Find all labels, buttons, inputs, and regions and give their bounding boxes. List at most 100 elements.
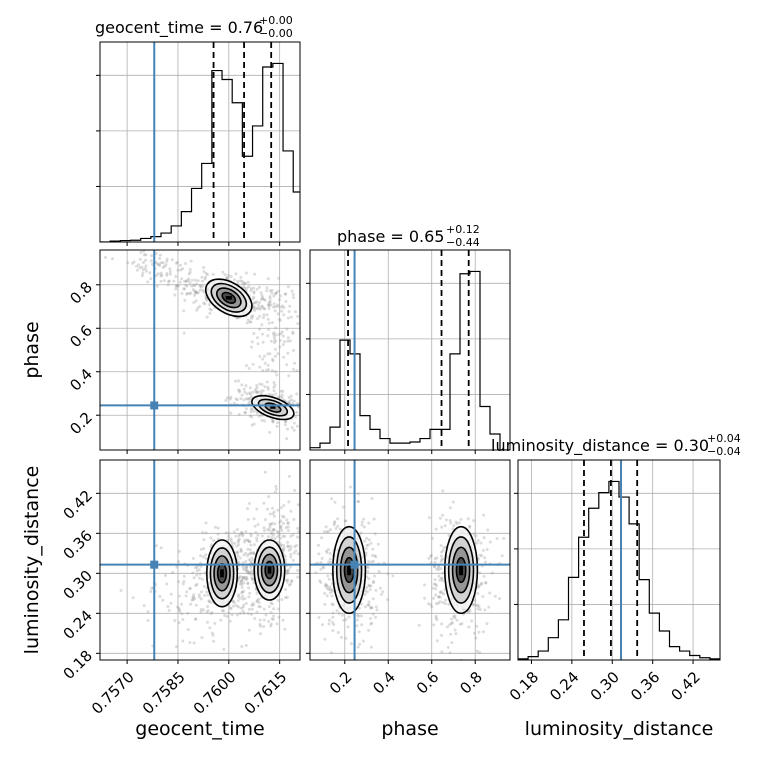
time-phase-sample-point — [270, 288, 274, 292]
phase-distance-xtick-label-2: 0.6 — [413, 668, 443, 698]
time-phase-sample-point — [268, 289, 272, 293]
time-phase-sample-point — [280, 393, 284, 397]
time-distance-sample-point — [192, 595, 196, 599]
time-distance-sample-point — [272, 607, 276, 611]
time-phase-sample-point — [181, 267, 185, 271]
time-distance-sample-point — [216, 526, 220, 530]
time-distance-sample-point — [243, 538, 247, 542]
time-phase-sample-point — [252, 295, 256, 299]
phase-distance-sample-point — [331, 589, 335, 593]
time-distance-sample-point — [262, 625, 266, 629]
time-distance-sample-point — [255, 610, 259, 614]
time-phase-sample-point — [270, 369, 274, 373]
time-distance-sample-point — [257, 605, 261, 609]
time-phase-sample-point — [249, 407, 253, 411]
time-distance-sample-point — [247, 501, 251, 505]
time-phase-sample-point — [281, 304, 285, 308]
time-distance-sample-point — [287, 583, 291, 587]
time-phase-sample-point — [252, 305, 256, 309]
time-distance-sample-point — [289, 552, 293, 556]
phase-distance-sample-point — [328, 528, 332, 532]
time-phase-sample-point — [182, 331, 186, 335]
phase-distance-sample-point — [359, 614, 363, 618]
time-phase-sample-point — [187, 272, 191, 276]
time-distance-sample-point — [242, 568, 246, 572]
phase-distance-sample-point — [468, 524, 472, 528]
time-phase-sample-point — [251, 314, 255, 318]
phase-distance-sample-point — [434, 527, 438, 531]
time-phase-sample-point — [186, 277, 190, 281]
time-distance-sample-point — [286, 525, 290, 529]
time-distance-sample-point — [177, 594, 181, 598]
time-distance-sample-point — [246, 538, 250, 542]
time-distance-sample-point — [154, 544, 158, 548]
phase-distance-sample-point — [373, 532, 377, 536]
time-distance-sample-point — [259, 632, 263, 636]
time-phase-sample-point — [236, 279, 240, 283]
time-phase-sample-point — [259, 391, 263, 395]
time-distance-sample-point — [191, 571, 195, 575]
time-phase-sample-point — [274, 392, 278, 396]
phase-distance-sample-point — [488, 540, 492, 544]
time-distance-sample-point — [181, 639, 185, 643]
time-phase-sample-point — [251, 390, 255, 394]
time-distance-sample-point — [233, 601, 237, 605]
phase-distance-sample-point — [444, 518, 448, 522]
time-distance-sample-point — [203, 594, 207, 598]
phase-distance-sample-point — [430, 536, 434, 540]
phase-distance-sample-point — [362, 525, 366, 529]
time-phase-sample-point — [175, 260, 179, 264]
time-distance-sample-point — [293, 545, 297, 549]
phase-distance-sample-point — [324, 525, 328, 529]
time-phase-sample-point — [234, 272, 238, 276]
phase-distance-sample-point — [484, 581, 488, 585]
time-distance-sample-point — [257, 597, 261, 601]
time-phase-sample-point — [268, 300, 272, 304]
time-distance-sample-point — [194, 617, 198, 621]
phase-distance-sample-point — [367, 628, 371, 632]
time-distance-sample-point — [184, 594, 188, 598]
time-distance-sample-point — [244, 565, 248, 569]
time-distance-sample-point — [242, 553, 246, 557]
time-distance-sample-point — [242, 576, 246, 580]
time-phase-sample-point — [260, 293, 264, 297]
time-distance-xtick-label-2: 0.7600 — [190, 668, 240, 718]
time-distance-sample-point — [250, 573, 254, 577]
time-phase-sample-point — [229, 275, 233, 279]
time-distance-sample-point — [178, 608, 182, 612]
phase-distance-sample-point — [364, 551, 368, 555]
time-distance-sample-point — [161, 598, 165, 602]
time-phase-sample-point — [161, 265, 165, 269]
time-distance-sample-point — [263, 470, 267, 474]
time-distance-sample-point — [286, 545, 290, 549]
time-phase-sample-point — [261, 389, 265, 393]
time-distance-sample-point — [220, 609, 224, 613]
time-phase-sample-point — [281, 334, 285, 338]
phase-distance-sample-point — [327, 618, 331, 622]
phase-distance-sample-point — [478, 553, 482, 557]
phase-distance-sample-point — [440, 577, 444, 581]
time-distance-xtick-label-0: 0.7570 — [88, 668, 138, 718]
phase-distance-sample-point — [364, 547, 368, 551]
time-phase-sample-point — [182, 287, 186, 291]
time-phase-sample-point — [244, 407, 248, 411]
time-phase-sample-point — [295, 369, 299, 373]
time-phase-sample-point — [249, 392, 253, 396]
time-distance-sample-point — [294, 549, 298, 553]
time-distance-xtick-label-3: 0.7615 — [241, 668, 291, 718]
phase-distance-sample-point — [347, 615, 351, 619]
phase-distance-sample-point — [322, 566, 326, 570]
time-distance-sample-point — [203, 571, 207, 575]
time-phase-sample-point — [240, 280, 244, 284]
time-distance-sample-point — [249, 532, 253, 536]
phase-distance-sample-point — [331, 615, 335, 619]
time-phase-sample-point — [234, 397, 238, 401]
phase-distance-sample-point — [478, 608, 482, 612]
time-distance-sample-point — [272, 510, 276, 514]
phase-distance-sample-point — [475, 541, 479, 545]
time-distance-sample-point — [248, 591, 252, 595]
time-phase-sample-point — [155, 284, 159, 288]
phase-distance-sample-point — [476, 603, 480, 607]
phase-distance-sample-point — [334, 527, 338, 531]
time-phase-sample-point — [244, 411, 248, 415]
